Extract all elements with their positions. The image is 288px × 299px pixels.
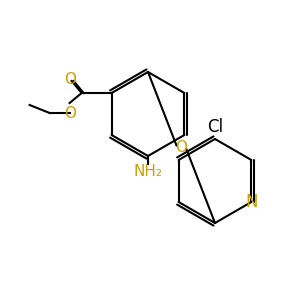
Text: O: O: [64, 106, 76, 120]
Text: O: O: [175, 140, 187, 155]
Text: Cl: Cl: [207, 118, 223, 136]
Text: O: O: [64, 71, 76, 86]
Text: N: N: [245, 193, 258, 211]
Text: NH₂: NH₂: [134, 164, 162, 179]
